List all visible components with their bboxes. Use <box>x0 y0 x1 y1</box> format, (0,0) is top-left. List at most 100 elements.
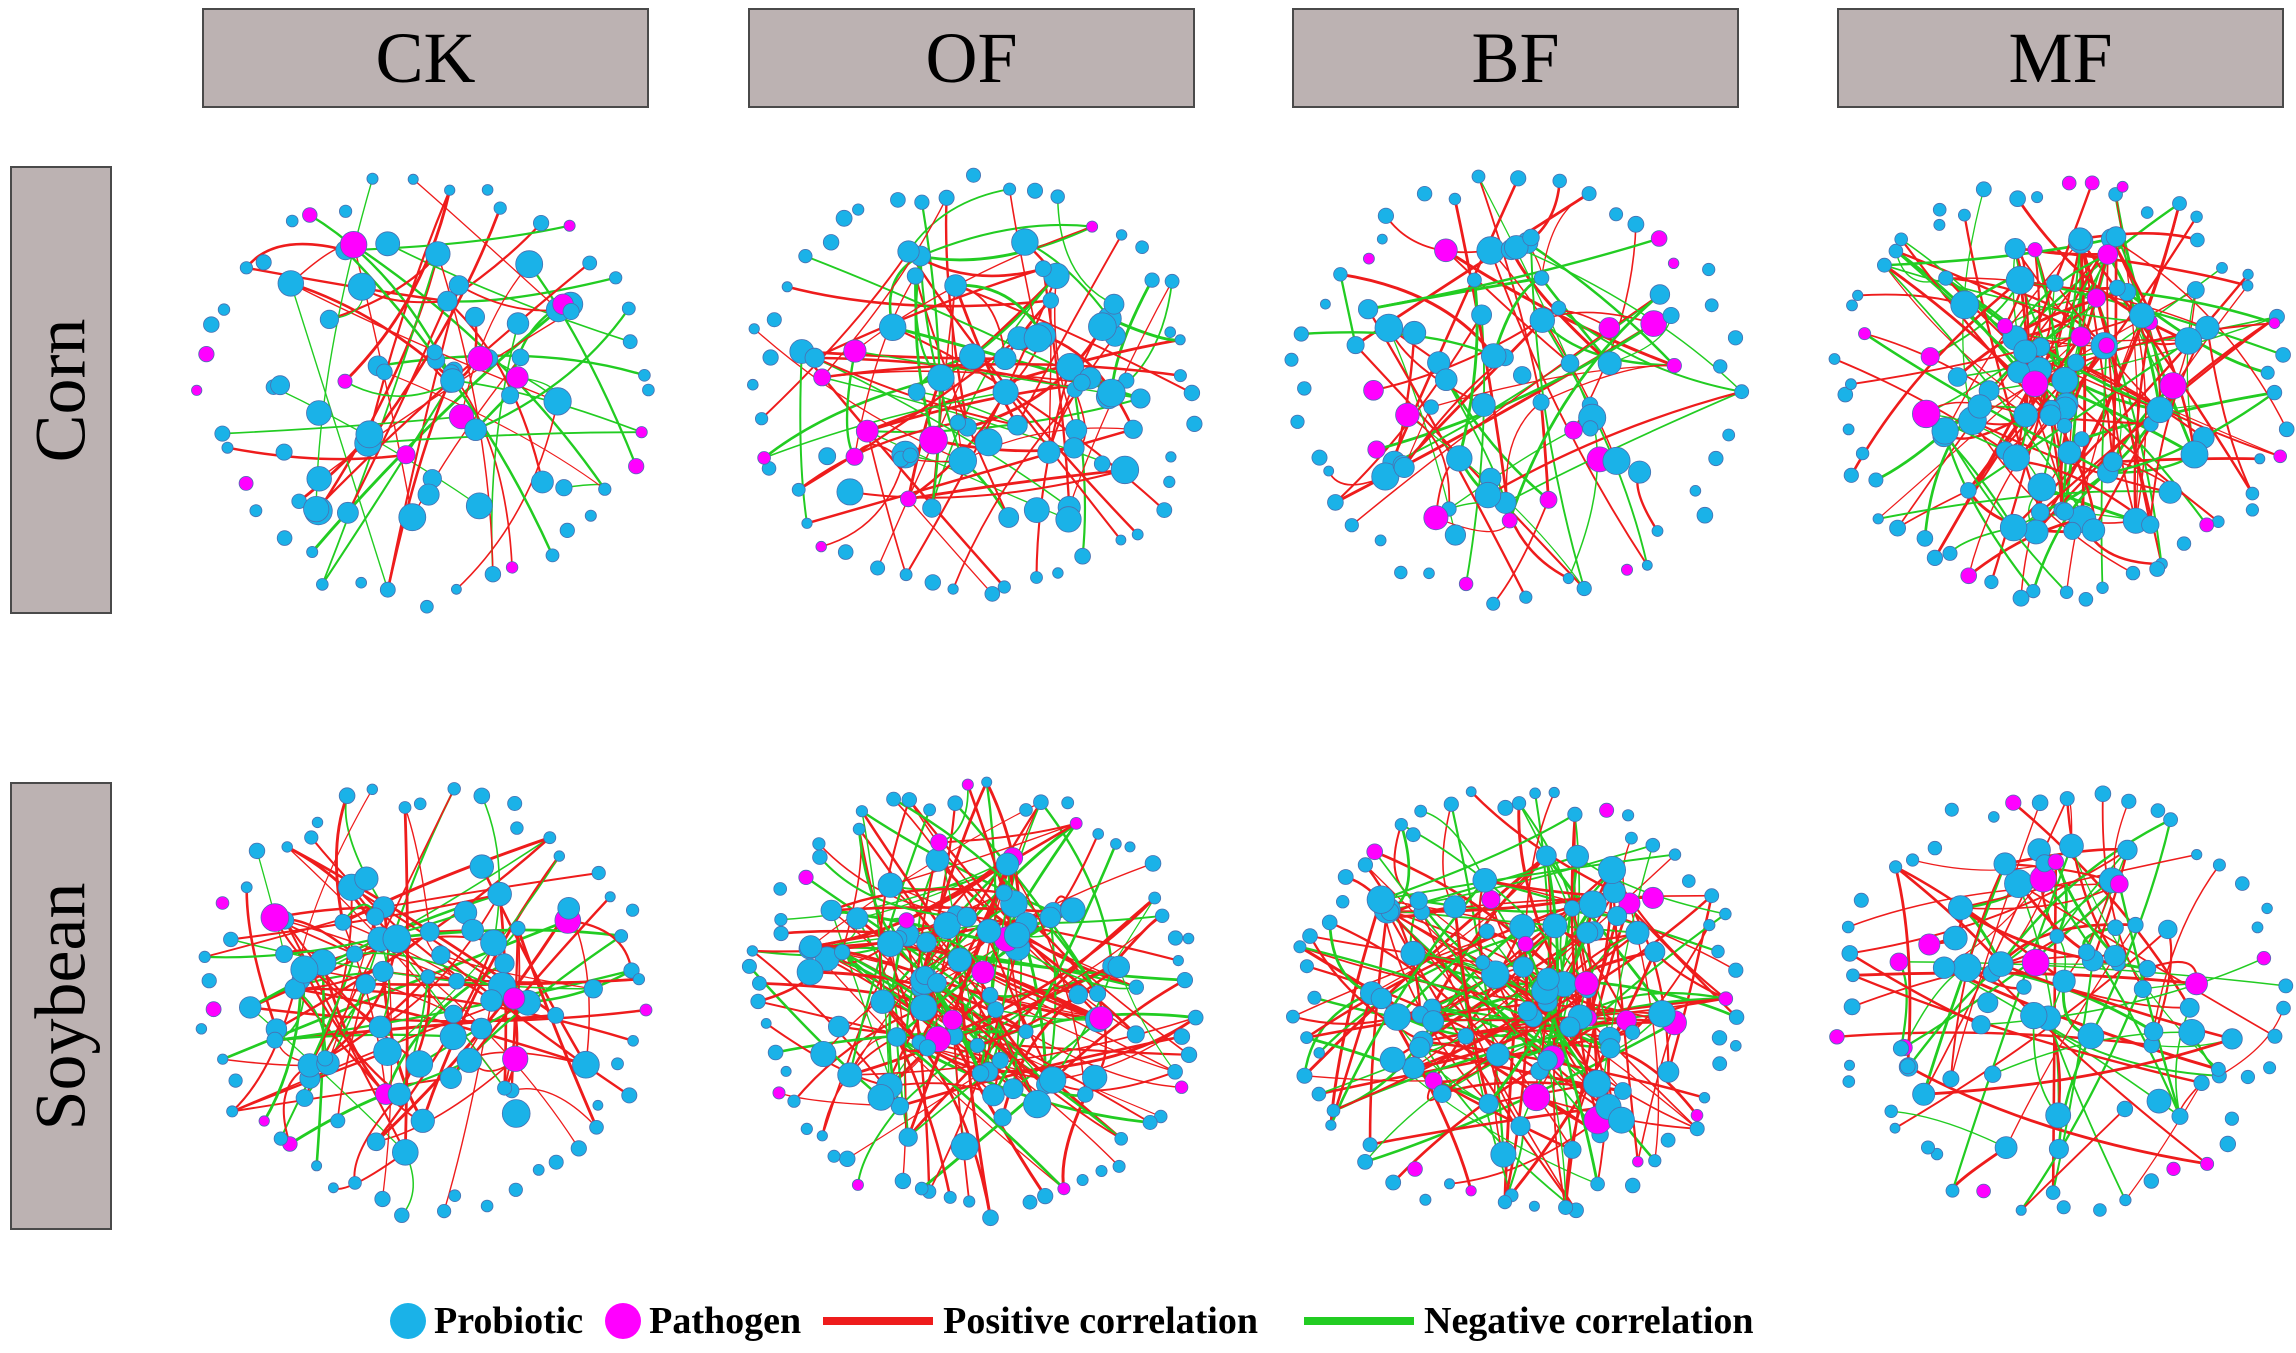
probiotic-node <box>456 1047 482 1073</box>
network-edge <box>821 197 948 378</box>
probiotic-node <box>2002 444 2030 472</box>
probiotic-node <box>1286 1009 1300 1024</box>
probiotic-node <box>255 254 272 271</box>
probiotic-node <box>1422 1010 1445 1033</box>
probiotic-node <box>2158 480 2182 504</box>
probiotic-node <box>1899 1058 1916 1075</box>
probiotic-node <box>1060 897 1086 923</box>
network-edge <box>955 284 1193 394</box>
probiotic-node <box>1474 481 1502 509</box>
probiotic-node <box>1156 502 1173 519</box>
network-edge <box>1367 237 1660 311</box>
probiotic-node <box>1497 1195 1513 1210</box>
network-nodes <box>1829 785 2294 1217</box>
probiotic-node <box>804 347 825 368</box>
network-edge <box>1852 974 2202 1085</box>
network-corn-mf <box>1828 175 2295 607</box>
probiotic-node <box>1657 1061 1680 1083</box>
probiotic-node <box>217 303 231 316</box>
probiotic-node <box>1576 580 1592 597</box>
network-edge <box>227 446 407 461</box>
probiotic-node <box>1358 299 1379 320</box>
probiotic-node <box>285 214 299 228</box>
network-edge <box>1470 790 1615 893</box>
probiotic-node <box>1374 534 1387 547</box>
probiotic-node <box>417 483 440 506</box>
probiotic-node <box>2138 959 2157 978</box>
probiotic-node <box>217 1053 229 1065</box>
probiotic-node <box>1326 1103 1341 1118</box>
probiotic-node <box>1952 953 1982 982</box>
pathogen-node <box>502 1045 529 1072</box>
probiotic-node <box>1416 185 1433 202</box>
network-edge <box>290 283 389 590</box>
probiotic-node <box>1114 1132 1128 1146</box>
probiotic-node <box>1311 1086 1327 1102</box>
pathogen-node <box>1057 1182 1071 1196</box>
probiotic-node <box>1600 1038 1621 1059</box>
probiotic-node <box>837 1062 863 1088</box>
probiotic-node <box>1333 267 1348 282</box>
probiotic-node <box>2055 502 2074 521</box>
probiotic-node <box>507 796 523 812</box>
network-edge <box>1052 1070 1176 1092</box>
network-edge <box>1457 279 1479 459</box>
probiotic-node <box>447 782 461 796</box>
column-header-mf: MF <box>1837 8 2284 108</box>
probiotic-node <box>366 1132 386 1152</box>
network-edge <box>1418 900 1624 1092</box>
probiotic-node <box>836 478 864 506</box>
probiotic-node <box>1471 304 1492 326</box>
pathogen-node <box>1976 1183 1991 1199</box>
probiotic-node <box>877 930 904 957</box>
probiotic-node <box>1548 786 1560 799</box>
network-panels <box>191 167 2295 1227</box>
network-edge <box>1385 215 1491 254</box>
probiotic-node <box>801 517 813 529</box>
probiotic-node <box>943 1190 957 1204</box>
probiotic-node <box>290 955 319 984</box>
probiotic-node <box>439 1067 462 1090</box>
network-edge <box>920 225 1093 262</box>
probiotic-node <box>1478 1093 1499 1114</box>
probiotic-node <box>2045 1102 2072 1129</box>
probiotic-node <box>1931 417 1959 445</box>
network-edge <box>1891 1110 2007 1149</box>
probiotic-node <box>198 950 211 964</box>
probiotic-node <box>1625 1024 1641 1041</box>
probiotic-node <box>2107 919 2124 936</box>
probiotic-node <box>553 850 566 862</box>
probiotic-node <box>1284 352 1299 367</box>
probiotic-node <box>2143 1173 2160 1189</box>
probiotic-node <box>584 509 597 522</box>
probiotic-node <box>281 841 293 853</box>
probiotic-node <box>1609 207 1624 222</box>
probiotic-node <box>774 912 788 927</box>
probiotic-node <box>413 797 427 811</box>
network-edge <box>849 1016 1196 1076</box>
probiotic-node <box>1002 1078 1024 1100</box>
probiotic-node <box>2163 812 2179 828</box>
probiotic-node <box>1559 1016 1581 1038</box>
probiotic-node <box>754 412 769 426</box>
probiotic-node <box>450 583 462 595</box>
network-edge <box>447 276 616 303</box>
probiotic-node <box>1927 840 1943 856</box>
probiotic-node <box>543 831 557 845</box>
probiotic-node <box>2009 190 2026 208</box>
network-edge <box>1926 413 2043 488</box>
network-edge <box>1393 293 1661 464</box>
probiotic-node <box>982 1083 1005 1107</box>
probiotic-node <box>398 801 412 814</box>
probiotic-node <box>1916 530 1934 547</box>
probiotic-node <box>2045 1185 2061 1200</box>
probiotic-node <box>1602 880 1626 904</box>
probiotic-node <box>1853 892 1869 908</box>
probiotic-node <box>1480 343 1507 369</box>
probiotic-node <box>1486 1042 1510 1067</box>
network-edge <box>412 178 559 311</box>
probiotic-node <box>1088 312 1117 342</box>
network-edge <box>849 468 1126 499</box>
network-edge <box>2075 361 2281 458</box>
pathogen-node <box>1718 991 1734 1006</box>
